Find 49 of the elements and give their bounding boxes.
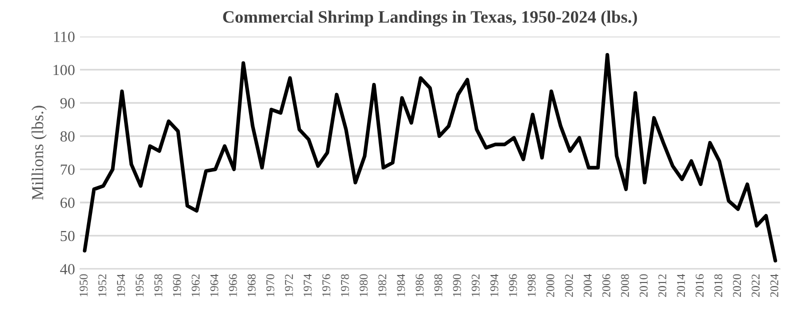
x-tick-label: 1984: [396, 274, 405, 296]
x-tick-label: 1994: [490, 274, 498, 296]
x-tick-label: 1964: [210, 274, 218, 296]
x-tick-label: 2020: [732, 274, 741, 297]
x-tick-label: 1970: [266, 274, 274, 296]
x-tick-label: 1978: [340, 274, 349, 296]
x-tick-label: 1954: [117, 274, 125, 296]
x-tick-label: 1998: [528, 274, 536, 296]
x-tick-label: 1958: [154, 274, 162, 296]
x-tick-label: 1960: [172, 274, 181, 296]
x-tick-label: 2002: [564, 274, 573, 297]
y-tick-label: 80: [60, 131, 75, 142]
x-tick-label: 2022: [752, 274, 760, 297]
x-tick-label: 2008: [620, 274, 629, 297]
chart-title: Commercial Shrimp Landings in Texas, 1950-2024 (lbs.): [223, 10, 637, 26]
x-tick-label: 2024: [770, 274, 778, 297]
x-tick-label: 1976: [322, 274, 330, 296]
y-tick-label: 110: [54, 32, 75, 42]
y-tick-label: 40: [60, 264, 75, 274]
y-tick-label: 50: [60, 230, 75, 242]
x-tick-label: 1992: [472, 274, 480, 296]
y-axis-title: Millions (lbs.): [32, 106, 47, 200]
x-tick-label: 1990: [452, 274, 461, 296]
y-tick-label: 100: [54, 64, 75, 76]
x-tick-label: 2010: [640, 274, 648, 297]
x-tick-label: 1988: [434, 274, 442, 296]
x-tick-label: 1972: [285, 274, 293, 296]
x-tick-label: 1974: [304, 274, 312, 296]
y-tick-label: 70: [60, 164, 75, 175]
x-tick-label: 2012: [658, 274, 666, 297]
x-tick-label: 1968: [248, 274, 256, 296]
x-tick-label: 2004: [584, 274, 592, 297]
x-tick-label: 1952: [98, 274, 106, 296]
x-tick-label: 2000: [546, 274, 554, 297]
x-tick-label: 2016: [696, 274, 704, 297]
y-tick-label: 60: [60, 198, 75, 208]
x-tick-label: 1986: [416, 274, 424, 296]
x-tick-label: 1956: [136, 274, 144, 296]
x-tick-label: 2006: [602, 274, 610, 297]
x-tick-label: 1996: [509, 274, 517, 296]
line-series: [82, 52, 778, 262]
x-tick-label: 1962: [192, 274, 200, 296]
x-tick-label: 1980: [360, 274, 368, 296]
x-tick-label: 2014: [676, 274, 685, 297]
y-tick-label: 90: [60, 98, 75, 108]
x-tick-label: 1950: [80, 274, 88, 296]
x-tick-label: 2018: [714, 274, 722, 297]
x-tick-label: 1966: [229, 274, 237, 296]
x-tick-label: 1982: [378, 274, 386, 296]
